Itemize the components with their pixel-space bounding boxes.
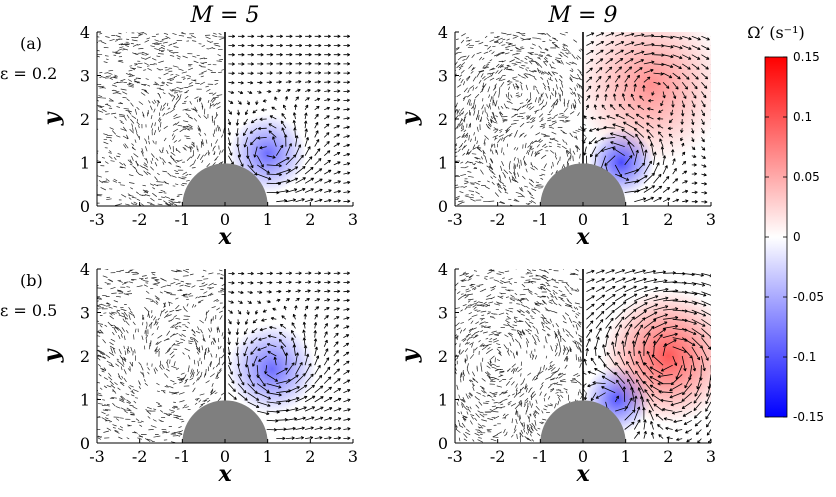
- column-title-2: M = 9: [548, 3, 618, 28]
- y-tick-label: 1: [438, 391, 448, 410]
- colorbar-tick-label: -0.15: [793, 410, 824, 424]
- cylinder-obstacle: [540, 400, 626, 443]
- x-tick-label: 2: [663, 210, 673, 229]
- velocity-vectors: [227, 34, 353, 203]
- y-axis-label: y: [397, 347, 423, 363]
- y-tick-label: 3: [80, 67, 90, 86]
- panel-b-m9: -3 -2 -1 0 1 2 3 0 1 2 3 4 x y: [397, 260, 716, 487]
- pathlines: [455, 269, 586, 443]
- column-title-1: M = 5: [190, 3, 260, 28]
- y-tick-label: 2: [438, 110, 448, 129]
- x-tick-label: 0: [578, 210, 588, 229]
- x-tick-label: -2: [490, 210, 506, 229]
- y-tick-label: 2: [438, 347, 448, 366]
- row-param-label-a: ε = 0.2: [0, 64, 57, 83]
- y-tick-label: 4: [438, 260, 448, 279]
- y-tick-label: 4: [438, 23, 448, 42]
- x-axis-label: x: [575, 461, 590, 487]
- pathlines: [97, 269, 226, 443]
- y-tick-label: 2: [80, 110, 90, 129]
- colorbar-tick-label: -0.1: [793, 350, 816, 364]
- y-axis-label: y: [397, 110, 423, 126]
- y-tick-label: 4: [80, 260, 90, 279]
- x-tick-label: 1: [621, 447, 631, 466]
- colorbar: 0.15 0.1 0.05 0 -0.05 -0.1 -0.15 Ω′ (s⁻¹): [747, 23, 824, 424]
- x-tick-label: 2: [663, 447, 673, 466]
- cylinder-obstacle: [540, 163, 626, 206]
- y-tick-label: 0: [438, 434, 448, 453]
- pathlines: [455, 32, 587, 206]
- y-tick-label: 4: [80, 23, 90, 42]
- x-tick-label: -2: [132, 210, 148, 229]
- y-tick-label: 3: [438, 304, 448, 323]
- x-tick-label: -2: [132, 447, 148, 466]
- y-tick-label: 0: [80, 434, 90, 453]
- y-tick-label: 0: [80, 197, 90, 216]
- y-tick-label: 1: [80, 154, 90, 173]
- panel-label-b: (b): [20, 271, 43, 290]
- x-axis-label: x: [217, 461, 232, 487]
- vorticity-field: [227, 323, 317, 415]
- x-tick-label: 1: [263, 210, 273, 229]
- x-tick-label: -3: [447, 210, 463, 229]
- x-axis-label: x: [575, 224, 590, 250]
- x-tick-label: 0: [578, 447, 588, 466]
- y-tick-label: 2: [80, 347, 90, 366]
- x-tick-label: -3: [447, 447, 463, 466]
- x-tick-label: -1: [533, 447, 549, 466]
- x-tick-label: -1: [175, 210, 191, 229]
- panel-a-m5: -3 -2 -1 0 1 2 3 0 1 2 3 4 x y: [39, 23, 358, 250]
- velocity-vectors: [583, 32, 711, 204]
- y-tick-label: 0: [438, 197, 448, 216]
- x-tick-label: 2: [305, 210, 315, 229]
- y-tick-label: 3: [80, 304, 90, 323]
- x-tick-label: 3: [706, 210, 716, 229]
- x-axis-label: x: [217, 224, 232, 250]
- y-axis-label: y: [39, 347, 65, 363]
- y-tick-label: 3: [438, 67, 448, 86]
- x-tick-label: -2: [490, 447, 506, 466]
- colorbar-tick-label: 0.1: [793, 110, 812, 124]
- row-param-label-b: ε = 0.5: [0, 301, 57, 320]
- x-tick-label: 3: [706, 447, 716, 466]
- x-tick-label: 0: [220, 447, 230, 466]
- colorbar-tick-label: 0.15: [793, 50, 820, 64]
- colorbar-tick-label: -0.05: [793, 290, 824, 304]
- x-tick-label: 0: [220, 210, 230, 229]
- velocity-vectors: [583, 269, 711, 443]
- velocity-vectors: [227, 271, 353, 441]
- vorticity-field: [583, 32, 711, 197]
- x-tick-label: 3: [348, 210, 358, 229]
- x-tick-label: 2: [305, 447, 315, 466]
- panel-label-a: (a): [20, 34, 42, 53]
- cylinder-obstacle: [182, 163, 268, 206]
- x-tick-label: 3: [348, 447, 358, 466]
- x-tick-label: -1: [175, 447, 191, 466]
- x-tick-label: 1: [621, 210, 631, 229]
- y-axis-label: y: [39, 110, 65, 126]
- x-tick-label: -3: [89, 447, 105, 466]
- x-tick-label: -1: [533, 210, 549, 229]
- colorbar-tick-label: 0.05: [793, 170, 820, 184]
- x-tick-label: -3: [89, 210, 105, 229]
- colorbar-tick-label: 0: [793, 230, 801, 244]
- panel-b-m5: -3 -2 -1 0 1 2 3 0 1 2 3 4 x y: [39, 260, 358, 487]
- colorbar-label: Ω′ (s⁻¹): [747, 23, 805, 42]
- y-tick-label: 1: [438, 154, 448, 173]
- y-tick-label: 1: [80, 391, 90, 410]
- x-tick-label: 1: [263, 447, 273, 466]
- panel-a-m9: -3 -2 -1 0 1 2 3 0 1 2 3 4 x y: [397, 23, 716, 250]
- cylinder-obstacle: [182, 400, 268, 443]
